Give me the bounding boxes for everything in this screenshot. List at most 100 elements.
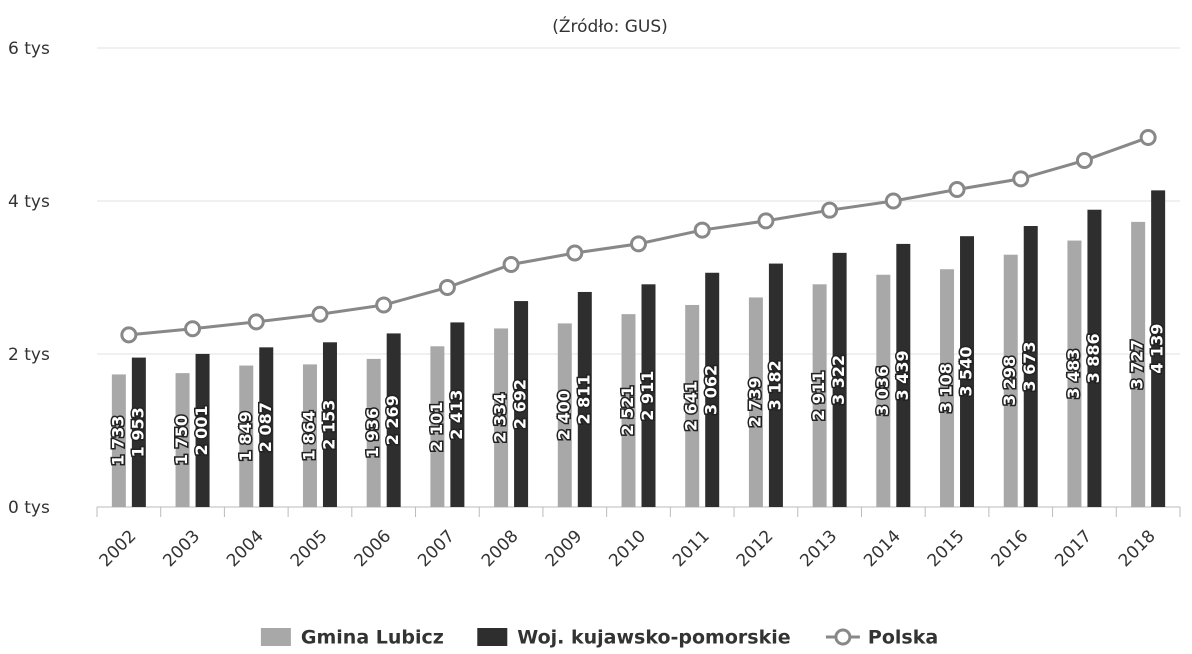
data-label: 2 400 [554,390,573,440]
bar [940,269,955,507]
x-tick-label: 2003 [159,526,204,571]
bar [812,284,827,507]
data-label: 3 108 [937,363,956,413]
bar [259,347,274,507]
legend-item[interactable]: Polska [825,627,938,649]
y-tick-label: 2 tys [8,345,50,365]
bar [705,272,720,507]
data-label: 3 062 [702,365,721,415]
bar [896,243,911,507]
legend-marker [834,628,852,646]
bar [366,358,381,507]
point [502,255,520,273]
bar [514,301,529,507]
data-label: 2 739 [745,377,764,427]
bar [322,342,337,507]
legend-item[interactable]: Woj. kujawsko-pomorskie [477,627,791,649]
point [1075,151,1093,169]
bar [111,374,126,507]
bar [131,357,146,507]
data-label: 2 269 [383,395,402,445]
bar [557,323,572,507]
data-label: 1 953 [128,407,147,457]
x-tick-label: 2011 [669,526,714,571]
data-label: 2 911 [809,371,828,421]
data-label: 1 864 [299,411,318,461]
data-label: 2 101 [427,402,446,452]
point [757,212,775,230]
chart-subtitle: (Źródło: GUS) [552,15,668,37]
x-tick-label: 2007 [414,526,459,571]
legend-swatch [260,628,291,646]
bar [768,263,783,507]
data-label: 3 886 [1084,333,1103,383]
point [184,320,202,338]
bar [960,236,975,507]
data-label: 1 849 [236,411,255,461]
point [1139,129,1157,147]
y-tick-label: 4 tys [8,192,50,212]
data-label: 2 334 [491,393,510,443]
y-tick-label: 0 tys [8,498,50,518]
x-tick-label: 2009 [542,526,587,571]
legend-item[interactable]: Gmina Lubicz [260,627,444,649]
data-label: 3 182 [765,360,784,410]
bar [1131,221,1146,507]
data-label: 3 298 [1000,356,1019,406]
x-tick-label: 2014 [860,526,905,571]
point [630,235,647,253]
point [566,244,584,262]
point [821,201,839,219]
bar [430,346,445,507]
point [438,278,456,296]
bar [577,291,592,507]
x-tick-label: 2013 [796,526,841,571]
x-tick-label: 2004 [223,526,268,571]
x-tick-label: 2008 [478,526,523,571]
data-label: 2 811 [574,374,593,424]
bar [748,297,763,507]
point [311,305,329,323]
data-label: 2 641 [682,381,701,431]
point [884,192,902,210]
y-tick-label: 6 tys [8,39,50,59]
bar [685,304,700,507]
data-label: 1 936 [363,408,382,458]
bar [494,328,509,507]
data-label: 3 673 [1020,341,1039,391]
x-tick-label: 2005 [287,526,332,571]
bar [641,284,656,507]
data-label: 2 911 [638,371,657,421]
data-label: 3 439 [893,350,912,400]
bar [195,353,210,507]
bar [1151,190,1166,507]
data-label: 3 036 [873,366,892,416]
point [375,296,393,314]
legend-label: Gmina Lubicz [301,627,444,649]
bar [621,314,636,507]
bar [1067,240,1082,507]
point [693,221,711,239]
point [120,326,138,344]
legend-label: Woj. kujawsko-pomorskie [517,627,790,649]
data-label: 2 413 [447,390,466,440]
x-tick-label: 2010 [605,526,650,571]
data-label: 2 153 [319,400,338,450]
legend-label: Polska [868,627,938,649]
bar [1023,226,1038,507]
x-tick-label: 2016 [988,526,1033,571]
legend-swatch [477,628,508,646]
data-label: 3 727 [1128,339,1147,389]
bar [239,365,254,507]
data-label: 3 540 [957,347,976,397]
bar [175,373,190,507]
data-label: 1 733 [108,416,127,466]
data-label: 2 001 [192,405,211,455]
x-tick-label: 2002 [96,526,141,571]
x-tick-label: 2006 [350,526,395,571]
bar [302,364,317,507]
data-label: 2 521 [618,386,637,436]
x-tick-label: 2017 [1051,526,1096,571]
bar [832,252,847,507]
